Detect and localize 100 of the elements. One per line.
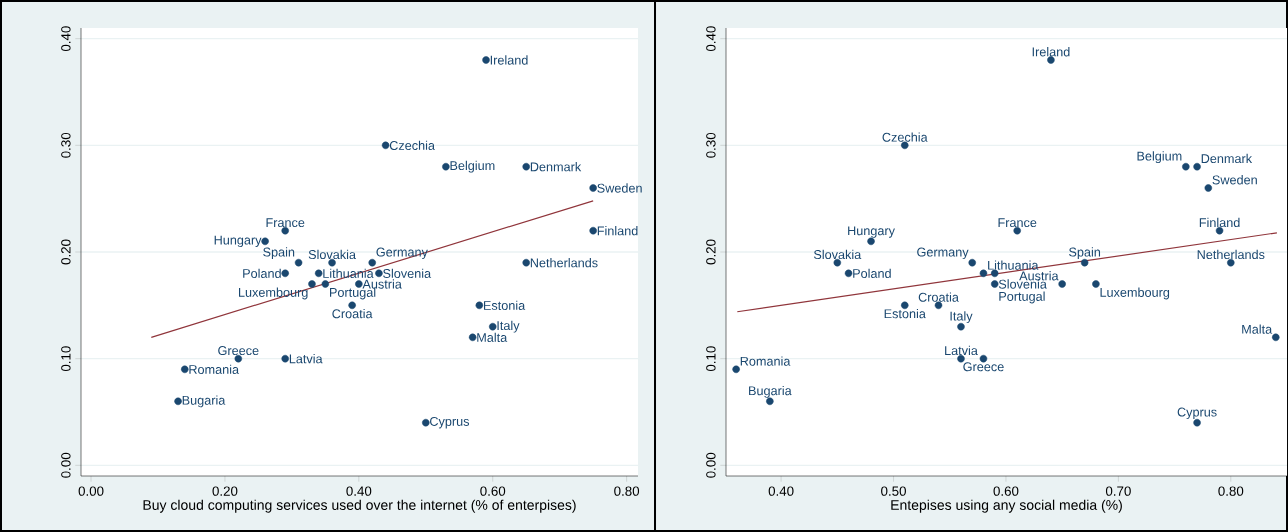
y-tick-label: 0.20 — [706, 239, 716, 265]
annotation: Slovenia — [383, 268, 432, 278]
point — [1272, 333, 1280, 342]
annotation: Spain — [1069, 247, 1101, 260]
annotation: Croatia — [918, 292, 959, 302]
point — [308, 280, 316, 288]
point — [294, 258, 303, 267]
y-tick-label: 0.40 — [61, 26, 71, 52]
annotation: Denmark — [530, 162, 582, 172]
point — [368, 258, 376, 267]
point — [281, 354, 289, 363]
point — [468, 333, 477, 342]
annotation: France — [266, 218, 305, 228]
annotation: Estonia — [884, 308, 926, 319]
annotation: Netherlands — [1197, 249, 1265, 260]
annotation: Germany — [917, 247, 969, 260]
y-tick-label: 0.30 — [61, 132, 71, 158]
x-tick-label: 0.50 — [881, 486, 906, 496]
annotation: Belgium — [1137, 151, 1182, 164]
annotation: Slovakia — [813, 249, 862, 260]
x-tick-label: 0.60 — [993, 486, 1019, 496]
point — [174, 397, 182, 406]
annotation: Italy — [950, 311, 973, 324]
point — [1182, 162, 1190, 171]
annotation: Portugal — [330, 287, 376, 300]
annotation: Sweden — [597, 183, 642, 193]
annotation: Austria — [362, 279, 402, 289]
point — [381, 141, 390, 150]
annotation: Portugal — [999, 291, 1045, 304]
y-tick-label: 0.00 — [61, 452, 71, 478]
annotation: Finland — [1199, 217, 1240, 228]
annotation: Czechia — [389, 140, 435, 150]
annotation: Romania — [189, 364, 240, 374]
annotation: Denmark — [1201, 153, 1253, 164]
point — [979, 269, 988, 278]
annotation: Netherlands — [530, 258, 598, 268]
point — [589, 184, 597, 192]
annotation: Sweden — [1212, 175, 1257, 185]
point — [732, 365, 740, 374]
annotation: Luxembourg — [1100, 287, 1170, 300]
annotation: Spain — [263, 247, 295, 260]
annotation: Croatia — [332, 308, 373, 319]
point — [1092, 280, 1100, 288]
annotation: Estonia — [483, 300, 526, 310]
annotation: Hungary — [848, 226, 895, 238]
point — [422, 418, 430, 427]
annotation: Hungary — [214, 235, 262, 248]
x-tick-label: 0.00 — [78, 486, 104, 496]
y-tick-label: 0.10 — [706, 346, 716, 372]
annotation: Malta — [1242, 324, 1273, 334]
point — [442, 162, 450, 171]
point — [475, 301, 484, 310]
annotation: Ireland — [490, 55, 528, 65]
annotation: Slovakia — [308, 249, 356, 260]
annotation: Malta — [477, 332, 508, 342]
y-tick-label: 0.30 — [706, 132, 716, 158]
point — [968, 258, 976, 267]
point — [281, 269, 289, 278]
annotation: Finland — [597, 226, 638, 236]
annotation: Belgium — [450, 160, 495, 173]
annotation: Latvia — [945, 345, 978, 356]
x-tick-label: 0.20 — [212, 486, 238, 496]
annotation: Lithuania — [988, 260, 1039, 270]
x-tick-label: 0.70 — [1105, 486, 1131, 496]
point — [844, 269, 853, 278]
annotation: Ireland — [1032, 47, 1070, 57]
point — [522, 258, 530, 267]
x-tick-label: 0.40 — [346, 486, 372, 496]
point — [1193, 162, 1201, 171]
point — [589, 226, 597, 235]
point — [1058, 280, 1066, 288]
y-tick-label: 0.40 — [706, 26, 716, 52]
annotation: Czechia — [882, 132, 928, 142]
point — [489, 322, 497, 331]
y-tick-label: 0.20 — [61, 239, 71, 265]
x-tick-label: 0.80 — [1218, 486, 1244, 496]
annotation: Poland — [853, 268, 891, 278]
x-tick-label: 0.80 — [614, 486, 640, 496]
annotation: Slovenia — [998, 279, 1047, 289]
annotation: Austria — [1019, 271, 1059, 281]
annotation: Bugaria — [182, 395, 226, 408]
point — [321, 280, 330, 288]
annotation: Bugaria — [749, 385, 792, 398]
annotation: Greece — [963, 362, 1004, 372]
annotation: Greece — [218, 346, 259, 356]
point — [522, 162, 530, 171]
point — [314, 269, 323, 278]
y-tick-label: 0.10 — [61, 346, 71, 372]
point — [482, 56, 490, 64]
point — [375, 269, 383, 278]
annotation: Latvia — [289, 354, 323, 364]
annotation: France — [998, 218, 1037, 228]
y-tick-label: 0.00 — [706, 452, 716, 478]
point — [181, 365, 189, 374]
x-tick-label: 0.40 — [768, 486, 794, 496]
point — [1204, 184, 1213, 192]
annotation: Cyprus — [1177, 407, 1217, 420]
annotation: Cyprus — [430, 416, 470, 429]
point — [990, 280, 999, 288]
x-axis-title: Entepises using any social media (%) — [891, 499, 1122, 513]
